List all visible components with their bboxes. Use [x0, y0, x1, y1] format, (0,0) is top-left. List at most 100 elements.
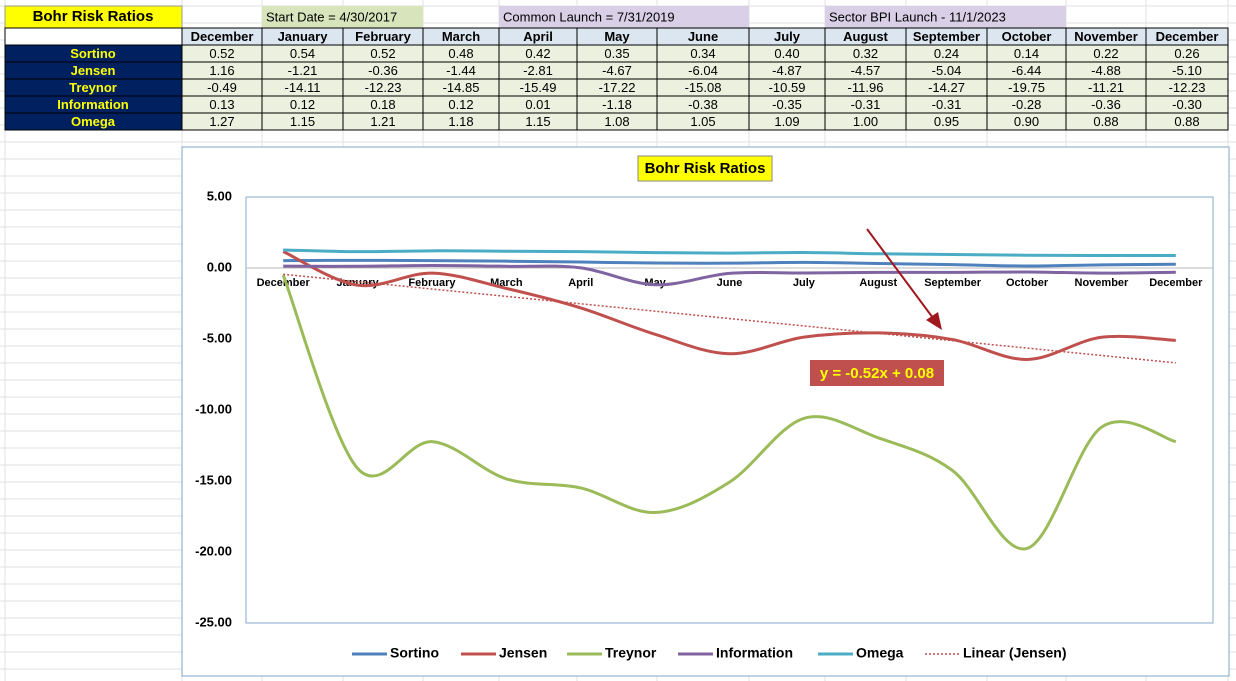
cell-value: -0.31	[932, 97, 962, 112]
x-tick-label: August	[859, 277, 897, 289]
cell-value: 1.27	[209, 114, 234, 129]
cell-value: -6.44	[1012, 63, 1042, 78]
cell-value: 0.34	[690, 46, 715, 61]
row-label: Omega	[71, 114, 116, 129]
cell-value: 1.00	[853, 114, 878, 129]
legend-label: Treynor	[605, 645, 657, 661]
legend-label: Jensen	[499, 645, 547, 661]
note-cell	[262, 6, 423, 28]
cell-value: -0.36	[1091, 97, 1121, 112]
y-tick-label: -25.00	[195, 614, 232, 629]
cell-value: -5.10	[1172, 63, 1202, 78]
y-tick-label: -20.00	[195, 543, 232, 558]
cell-value: 0.01	[525, 97, 550, 112]
cell-value: -0.38	[688, 97, 718, 112]
cell-value: 1.21	[370, 114, 395, 129]
cell-value: -0.31	[851, 97, 881, 112]
column-header: April	[523, 29, 553, 44]
trendline-label: y = -0.52x + 0.08	[820, 365, 934, 382]
y-tick-label: -5.00	[202, 330, 232, 345]
x-tick-label: April	[568, 277, 593, 289]
cell-value: -14.27	[928, 80, 965, 95]
x-tick-label: December	[1149, 277, 1203, 289]
column-header: August	[843, 29, 888, 44]
cell-value: -0.35	[772, 97, 802, 112]
cell-value: 0.88	[1174, 114, 1199, 129]
cell-value: 0.88	[1093, 114, 1118, 129]
cell-value: -11.96	[848, 80, 884, 95]
row-label: Information	[57, 97, 129, 112]
series-line	[283, 248, 1176, 258]
cell-value: 0.13	[209, 97, 234, 112]
cell-value: -4.87	[772, 63, 802, 78]
x-tick-label: June	[717, 277, 743, 289]
cell-value: 0.12	[290, 97, 315, 112]
column-header: September	[913, 29, 980, 44]
column-header: December	[191, 29, 254, 44]
cell-value: -10.59	[769, 80, 806, 95]
row-label: Jensen	[71, 63, 116, 78]
arrow-head	[926, 312, 942, 330]
sheet-title: Bohr Risk Ratios	[33, 8, 154, 25]
x-tick-label: February	[408, 277, 456, 289]
cell-value: 0.24	[934, 46, 959, 61]
series-line	[283, 263, 1176, 287]
cell-value: -6.04	[688, 63, 718, 78]
x-tick-label: November	[1075, 277, 1130, 289]
column-header: June	[688, 29, 718, 44]
y-tick-label: -10.00	[195, 401, 232, 416]
legend-label: Information	[716, 645, 793, 661]
cell-value: -19.75	[1008, 80, 1045, 95]
cell-value: -1.21	[288, 63, 318, 78]
y-tick-label: 0.00	[207, 259, 232, 274]
cell-value: -2.81	[523, 63, 553, 78]
cell-value: 1.09	[774, 114, 799, 129]
cell-value: 1.16	[209, 63, 234, 78]
cell-value: 0.42	[525, 46, 550, 61]
cell-value: -11.21	[1088, 80, 1124, 95]
arrow	[866, 228, 934, 319]
cell-value: -4.67	[602, 63, 632, 78]
cell-value: -4.57	[851, 63, 881, 78]
column-header: July	[774, 29, 801, 44]
column-header: December	[1156, 29, 1219, 44]
cell-value: 1.15	[525, 114, 550, 129]
x-tick-label: July	[793, 277, 816, 289]
cell-value: 0.18	[370, 97, 395, 112]
plot-area	[245, 196, 1214, 624]
x-tick-label: December	[257, 277, 311, 289]
row-label: Treynor	[69, 80, 117, 95]
column-header: November	[1074, 29, 1138, 44]
note-cell	[499, 6, 749, 28]
chart-title-box	[637, 155, 773, 182]
cell-value: -4.88	[1091, 63, 1121, 78]
trendline-label-box	[810, 360, 944, 386]
y-tick-label: -15.00	[195, 472, 232, 487]
series-line	[281, 274, 1177, 551]
header-cell	[4, 27, 183, 46]
cell-value: -1.44	[446, 63, 476, 78]
x-tick-label: October	[1006, 277, 1049, 289]
cell-value: 1.18	[448, 114, 473, 129]
column-header: May	[604, 29, 630, 44]
row-label: Sortino	[70, 46, 116, 61]
cell-value: 1.15	[290, 114, 315, 129]
cell-value: 0.12	[448, 97, 473, 112]
note-cell	[825, 6, 1066, 28]
cell-value: -12.23	[1169, 80, 1206, 95]
note: Common Launch = 7/31/2019	[503, 9, 675, 24]
column-header: March	[442, 29, 480, 44]
cell-value: 0.52	[209, 46, 234, 61]
cell-value: 0.95	[934, 114, 959, 129]
trendline	[283, 273, 1176, 364]
cell-value: -12.23	[365, 80, 402, 95]
legend-label: Sortino	[390, 645, 439, 661]
cell-value: -0.28	[1012, 97, 1042, 112]
column-header: February	[355, 29, 411, 44]
cell-value: -5.04	[932, 63, 962, 78]
series-line	[283, 258, 1176, 268]
cell-value: -0.49	[207, 80, 237, 95]
cell-value: 0.32	[853, 46, 878, 61]
legend-label: Linear (Jensen)	[963, 645, 1066, 661]
